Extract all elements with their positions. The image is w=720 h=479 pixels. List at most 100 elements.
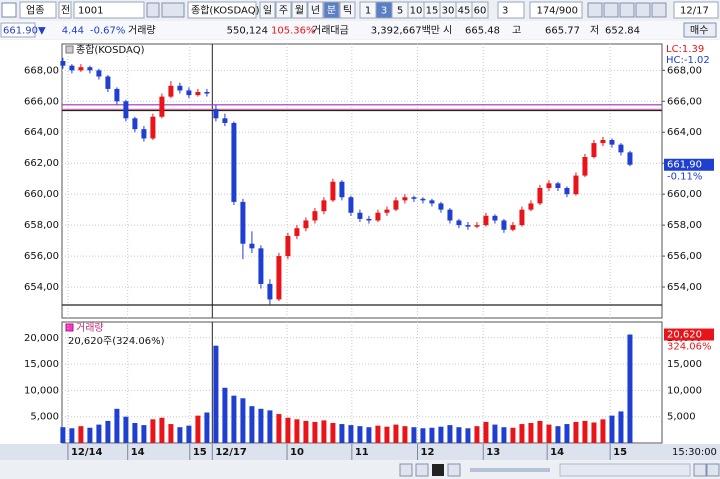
scroll-button[interactable] (399, 463, 413, 477)
volume-bar (69, 428, 75, 443)
candle-body (276, 256, 282, 300)
y-tick-label: 15,000 (24, 359, 59, 370)
y-tick-label: 656,00 (24, 251, 59, 262)
tool-button[interactable] (587, 2, 603, 18)
scroll-button[interactable] (447, 463, 461, 477)
period-button[interactable] (307, 1, 324, 19)
volume-bar (501, 427, 507, 443)
candle-body (438, 203, 444, 210)
tool-button[interactable] (635, 2, 651, 18)
volume-bar (393, 424, 399, 443)
candle-body (420, 198, 426, 201)
candle-body (429, 200, 435, 204)
index-name: 종합(KOSDAQ) (191, 5, 260, 17)
x-tick-label: 14 (550, 447, 564, 458)
y-tick-label: 15,000 (667, 359, 702, 370)
volume-bar (384, 426, 390, 443)
market-select[interactable] (19, 1, 57, 19)
zoom-out[interactable] (693, 463, 707, 477)
candle-body (609, 139, 615, 145)
volume-bar (312, 421, 318, 443)
volume-bar (204, 412, 210, 443)
candle-body (555, 183, 561, 188)
interval-label: 1 (365, 6, 371, 17)
candle-body (501, 220, 507, 230)
tool-button[interactable] (603, 2, 619, 18)
count: 174/900 (536, 6, 578, 17)
sound-button[interactable] (161, 2, 185, 18)
candle-body (204, 91, 210, 94)
y-tick-label: 664,00 (667, 127, 702, 138)
y-tick-label: 10,000 (24, 385, 59, 396)
volume-bar (168, 424, 174, 443)
scope-select[interactable] (58, 1, 72, 19)
candle-body (546, 183, 552, 188)
search-button[interactable] (146, 2, 160, 18)
interval-label: 15 (426, 6, 439, 17)
candle-body (393, 200, 399, 210)
low-label: 저 (590, 25, 599, 37)
candle-body (312, 211, 318, 221)
candle-body (537, 187, 543, 204)
period-label: 년 (311, 5, 320, 17)
date-box[interactable] (673, 1, 719, 19)
interval-label: 3 (381, 6, 387, 17)
zoom-slider[interactable] (470, 468, 550, 472)
volume-bar (285, 417, 291, 443)
interval-button[interactable] (471, 1, 489, 19)
y-tick-label: 654,00 (667, 282, 702, 293)
last-volume: 20,620 (667, 330, 702, 341)
volume-bar (546, 424, 552, 443)
interval-label: 30 (442, 6, 455, 17)
candle-body (492, 215, 498, 221)
period-button[interactable] (259, 1, 276, 19)
scroll-button[interactable] (415, 463, 429, 477)
x-tick-label: 15 (613, 447, 627, 458)
volume-bar (267, 410, 273, 443)
y-tick-label: 666,00 (24, 96, 59, 107)
lc: LC:1.39 (666, 44, 704, 55)
period-button[interactable] (339, 1, 356, 19)
last-ratio: 324.06% (667, 342, 712, 353)
y-tick-label: 5,000 (30, 412, 59, 423)
volume-bar (627, 334, 633, 443)
volume-bar (474, 426, 480, 443)
zoom-in[interactable] (706, 463, 720, 477)
volume-bar (330, 423, 336, 443)
volume-bar (555, 426, 561, 443)
menu-icon[interactable] (1, 2, 17, 18)
price-pane (61, 43, 663, 319)
period-button[interactable] (323, 1, 340, 19)
date: 12/17 (680, 6, 709, 17)
candle-body (366, 218, 372, 221)
high: 665.77 (545, 26, 580, 37)
period-label: 틱 (343, 5, 352, 17)
tool-button[interactable] (619, 2, 635, 18)
y-tick-label: 664,00 (24, 127, 59, 138)
buy-button[interactable] (683, 22, 717, 38)
y-tick-label: 658,00 (24, 220, 59, 231)
tool-button[interactable] (651, 2, 667, 18)
candle-body (564, 187, 570, 195)
y-tick-label: 10,000 (667, 385, 702, 396)
candle-body (222, 118, 228, 123)
stop-button[interactable] (432, 464, 444, 476)
candle-body (465, 225, 471, 227)
period-button[interactable] (291, 1, 308, 19)
volume-bar (357, 426, 363, 443)
volume-bar (600, 419, 606, 443)
period-button[interactable] (275, 1, 292, 19)
code-input[interactable] (73, 1, 145, 19)
time: 15:30:00 (672, 447, 717, 458)
last-change: -0.11% (667, 172, 702, 183)
volume-bar (150, 419, 156, 443)
candle-body (87, 67, 93, 71)
last-price-box (664, 158, 714, 171)
drawing-tools[interactable] (559, 463, 691, 477)
volume-bar (96, 424, 102, 443)
interval-box[interactable] (497, 1, 525, 19)
change-rate: -0.67% (90, 26, 125, 37)
volume-bar (519, 424, 525, 443)
volume-bar (528, 423, 534, 443)
volume-bar (573, 421, 579, 443)
